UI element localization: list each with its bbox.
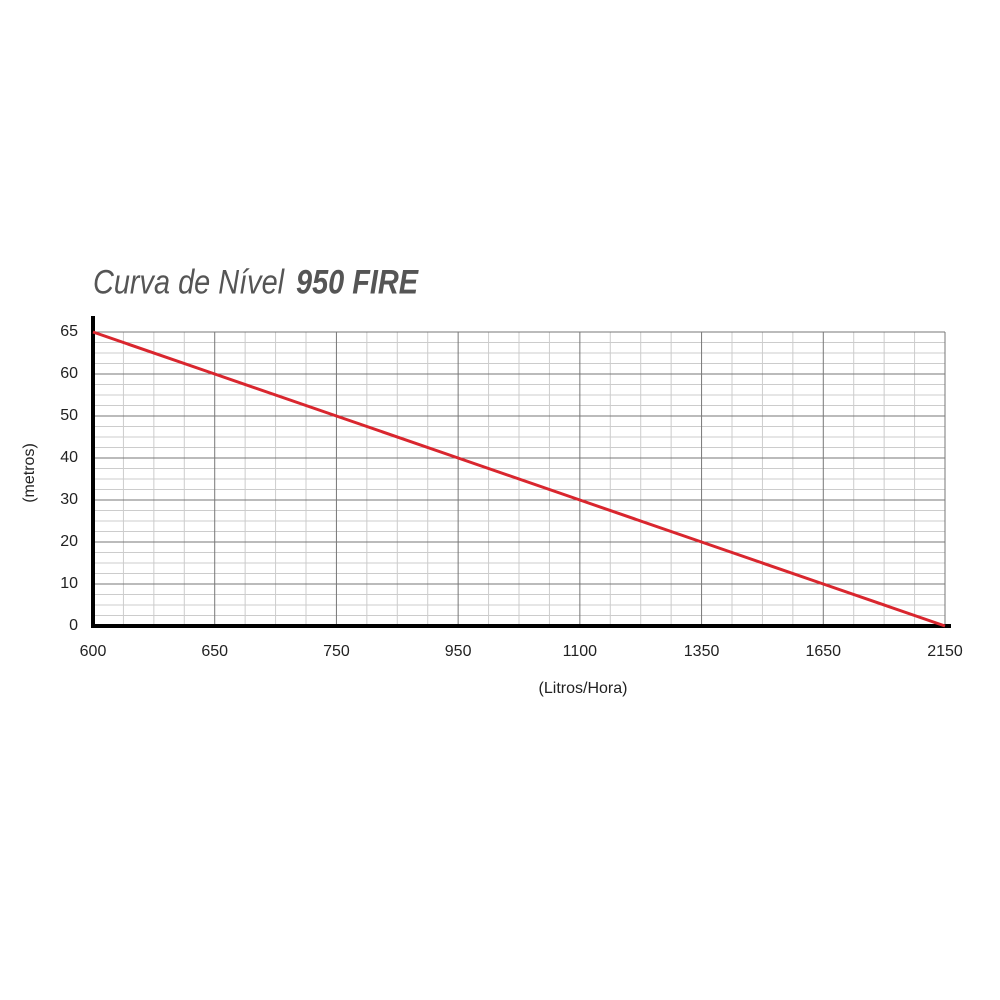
x-tick-label: 1350 (684, 643, 720, 660)
x-tick-label: 1100 (563, 643, 598, 660)
y-tick-label: 0 (69, 617, 78, 634)
x-tick-label: 950 (445, 643, 472, 660)
x-tick-label: 600 (80, 643, 107, 660)
x-tick-label: 650 (201, 643, 228, 660)
data-line (92, 330, 946, 628)
y-tick-label: 10 (60, 575, 78, 592)
y-tick-label: 20 (60, 533, 78, 550)
x-tick-label: 750 (323, 643, 350, 660)
y-tick-label: 60 (60, 365, 78, 382)
chart-title: Curva de Nível 950 FIRE (93, 263, 419, 302)
subtitle: 950 FIRE (296, 263, 419, 302)
x-tick-label: 2150 (927, 643, 963, 660)
y-tick-label: 50 (60, 407, 78, 424)
x-tick-label: 1650 (805, 643, 841, 660)
y-tick-label: 30 (60, 491, 78, 508)
title: Curva de Nível (93, 263, 285, 302)
y-tick-label: 65 (60, 323, 78, 340)
y-axis-label: (metros) (21, 443, 38, 503)
y-tick-label: 40 (60, 449, 78, 466)
x-axis-label: (Litros/Hora) (539, 680, 628, 697)
